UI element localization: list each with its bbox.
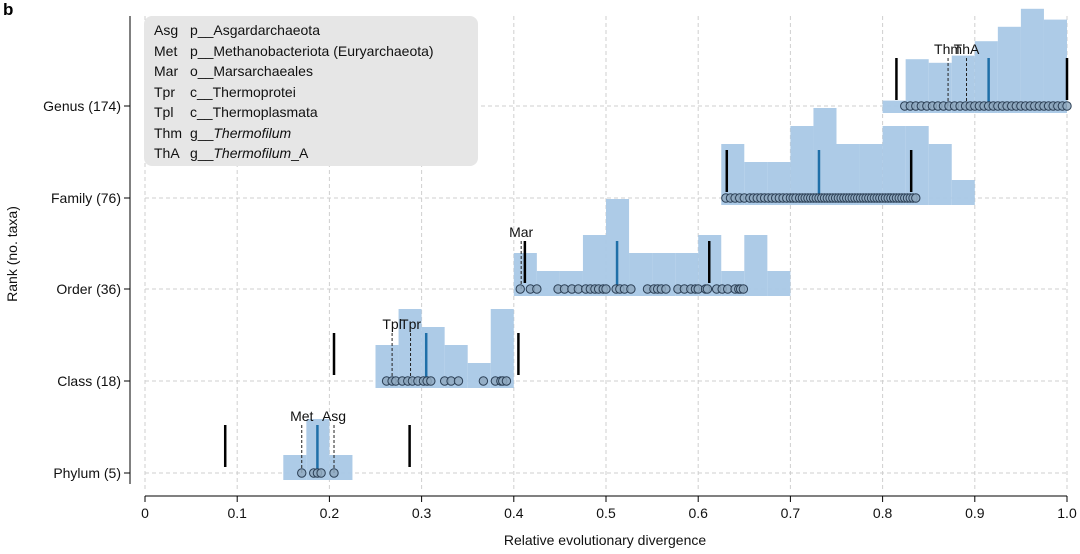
legend-italic-name: Thermofilum	[213, 145, 292, 161]
legend-prefix: g__	[190, 145, 214, 161]
histogram-bin	[1020, 8, 1044, 113]
y-tick-label: Order (36)	[56, 281, 121, 297]
legend-entry: Mar o__Marsarchaeales	[154, 63, 313, 79]
taxon-point	[911, 193, 921, 203]
histogram-bin	[467, 363, 491, 388]
annotation-label: Met	[290, 408, 313, 424]
histogram-bin	[582, 235, 606, 296]
x-tick-label: 0.1	[227, 505, 247, 521]
histogram-bin	[882, 100, 906, 113]
x-tick-label: 0.7	[781, 505, 801, 521]
histogram-bin	[928, 62, 952, 113]
legend-italic-name: Thermofilum	[213, 124, 292, 141]
legend-abbr: Met	[154, 42, 178, 59]
x-tick-label: 0.5	[596, 505, 616, 521]
legend-entry: Tpl c__Thermoplasmata	[154, 104, 318, 120]
taxon-point	[601, 284, 611, 294]
legend-prefix: c__Thermoprotei	[190, 83, 296, 100]
y-tick-label: Genus (174)	[43, 98, 121, 114]
y-tick-label: Class (18)	[57, 373, 121, 389]
histogram-bin	[997, 26, 1021, 113]
taxon-point	[453, 376, 464, 386]
x-tick-label: 0	[141, 505, 149, 521]
histogram-bin	[767, 271, 791, 296]
histogram-bin	[744, 235, 768, 296]
taxon-point	[661, 284, 671, 294]
legend-entry: Thm g__Thermofilum	[154, 125, 291, 141]
annotation-label: Thm	[934, 41, 962, 57]
x-tick-label: 1.0	[1057, 505, 1077, 521]
histogram-bin	[974, 41, 998, 114]
histogram-bin	[836, 144, 860, 205]
histogram-bin	[882, 126, 906, 205]
legend-entry: Met p__Methanobacteriota (Euryarchaeota)	[154, 43, 434, 59]
x-tick-label: 0.4	[504, 505, 524, 521]
x-tick-label: 0.6	[688, 505, 708, 521]
legend-prefix: g__	[190, 124, 214, 141]
taxon-point	[329, 468, 339, 478]
legend-abbr: Tpl	[154, 104, 174, 120]
annotation-label: Asg	[322, 408, 346, 424]
annotation-label: Mar	[509, 224, 533, 240]
histogram-bin	[813, 108, 837, 205]
legend-prefix: p__Methanobacteriota (Euryarchaeota)	[190, 42, 434, 59]
x-axis-label: Relative evolutionary divergence	[504, 532, 707, 548]
legend-entry: Asg p__Asgardarchaeota	[154, 22, 320, 38]
taxon-point	[702, 284, 713, 294]
legend-abbr: Thm	[154, 124, 182, 141]
histogram-bin	[790, 126, 814, 205]
histogram-bin	[905, 126, 929, 205]
annotation-label: Tpr	[400, 316, 421, 332]
x-tick-label: 0.8	[873, 505, 893, 521]
legend-entry: ThA g__Thermofilum_A	[154, 145, 308, 161]
annotation-label: Tpl	[382, 316, 401, 332]
panel-letter: b	[3, 0, 14, 19]
taxon-point	[515, 284, 525, 294]
legend-suffix: _A	[291, 145, 309, 161]
taxon-point	[478, 376, 489, 386]
legend-box: Asg p__Asgardarchaeota Met p__Methanobacter…	[144, 16, 478, 166]
histogram-bin	[951, 180, 975, 205]
taxon-point	[1062, 101, 1072, 111]
taxon-point	[316, 468, 326, 478]
legend-abbr: Mar	[154, 63, 179, 79]
legend-prefix: c__Thermoplasmata	[190, 104, 318, 120]
legend-abbr: Tpr	[154, 83, 175, 100]
annotation-label: ThA	[954, 41, 980, 57]
legend-entry: Tpr c__Thermoprotei	[154, 84, 296, 100]
x-tick-label: 0.2	[320, 505, 340, 521]
legend-abbr: Asg	[154, 22, 179, 38]
histogram-bin	[859, 144, 883, 205]
histogram-bin	[951, 55, 975, 113]
histogram-bin	[1043, 19, 1067, 114]
y-axis-label: Rank (no. taxa)	[4, 206, 20, 302]
taxon-point	[738, 284, 749, 294]
legend-prefix: p__Asgardarchaeota	[190, 22, 320, 38]
x-tick-label: 0.9	[965, 505, 985, 521]
legend-prefix: o__Marsarchaeales	[190, 63, 313, 79]
taxon-point	[297, 468, 307, 478]
taxon-point	[626, 284, 636, 294]
y-tick-label: Family (76)	[51, 190, 121, 206]
y-tick-label: Phylum (5)	[53, 465, 121, 481]
histogram-bin	[928, 144, 952, 205]
taxon-point	[532, 284, 542, 294]
histogram-bin	[490, 309, 514, 388]
taxon-point	[426, 376, 436, 386]
taxon-point	[501, 376, 512, 386]
histogram-bin	[905, 59, 929, 113]
legend-abbr: ThA	[154, 145, 180, 161]
x-tick-label: 0.3	[412, 505, 432, 521]
